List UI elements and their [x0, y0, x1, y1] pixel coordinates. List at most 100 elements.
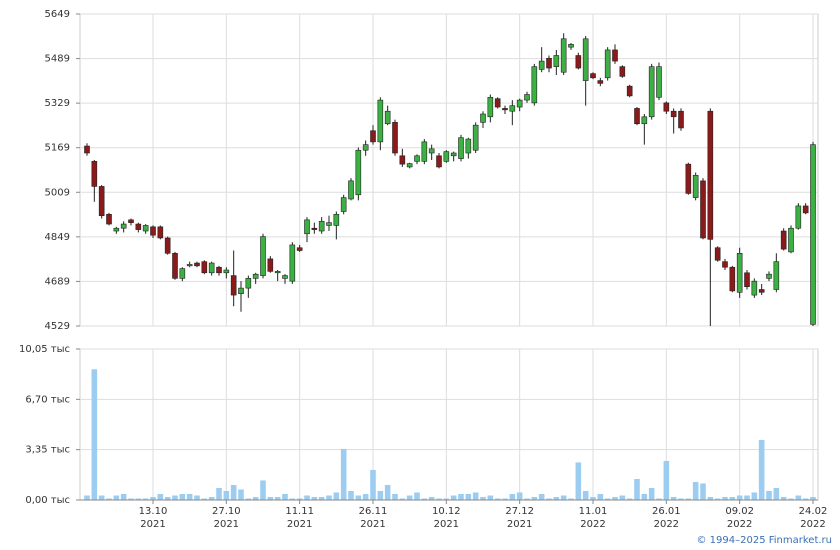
candle-body: [98, 186, 105, 216]
candle-body: [663, 102, 670, 112]
candle-body: [172, 252, 178, 279]
volume-bar: [641, 493, 648, 500]
volume-bar: [487, 495, 494, 500]
candle-body: [289, 244, 296, 282]
candle-body: [260, 236, 266, 276]
candle-body: [494, 98, 501, 108]
y-tick-label: 4529: [45, 321, 70, 332]
x-tick-label: 10.12 2021: [432, 506, 461, 530]
volume-bar: [194, 495, 200, 500]
candle-body: [465, 138, 472, 154]
candle-body: [678, 110, 684, 129]
candle-body: [179, 268, 186, 279]
candle-body: [406, 163, 413, 168]
volume-bar: [113, 495, 120, 500]
y-tick-label: 0,00 тыс: [25, 495, 70, 506]
candle-body: [450, 152, 457, 157]
volume-bar: [516, 492, 523, 500]
volume-bar: [810, 496, 816, 500]
candle-body: [714, 247, 721, 261]
y-tick-label: 5009: [45, 187, 70, 198]
volume-bar: [700, 483, 706, 500]
volume-bar: [538, 493, 545, 500]
candle-body: [333, 213, 340, 226]
y-tick-label: 5649: [45, 9, 70, 20]
candle-body: [355, 149, 362, 196]
x-tick-label: 26.11 2021: [358, 506, 388, 530]
candle-body: [502, 108, 508, 111]
volume-bar: [560, 495, 567, 500]
volume-bar: [472, 492, 479, 500]
volume-bar: [766, 490, 772, 500]
volume-bar: [421, 498, 428, 500]
candle-body: [788, 227, 794, 253]
volume-bar: [179, 493, 186, 500]
y-tick-label: 4849: [45, 232, 70, 243]
volume-bar: [758, 439, 765, 500]
candle-body: [135, 223, 142, 230]
y-tick-label: 6,70 тыс: [25, 394, 70, 405]
candle-body: [113, 227, 120, 232]
candle-body: [634, 108, 640, 125]
candle-body: [744, 272, 750, 288]
volume-bar: [582, 490, 589, 500]
x-tick-label: 27.10 2021: [212, 506, 241, 530]
candle-body: [201, 261, 208, 274]
volume-bar: [751, 492, 758, 500]
candle-body: [604, 49, 611, 79]
volume-bar: [780, 496, 787, 500]
volume-bar: [678, 498, 684, 500]
volume-bar: [164, 496, 171, 500]
x-tick-label: 11.11 2021: [285, 506, 314, 530]
candle-body: [487, 96, 494, 118]
volume-bar: [282, 493, 288, 500]
volume-bar: [377, 490, 384, 500]
volume-bar: [340, 448, 347, 500]
y-tick-label: 5169: [45, 143, 70, 154]
volume-bar: [736, 495, 743, 500]
volume-bar: [450, 495, 457, 500]
volume-bar: [84, 495, 90, 500]
volume-bar: [524, 498, 530, 500]
candle-body: [773, 261, 780, 290]
volume-bar: [362, 493, 369, 500]
volume-bar: [348, 490, 354, 500]
candle-body: [274, 271, 281, 274]
candle-body: [795, 205, 802, 229]
plot-area: [79, 13, 819, 327]
candle-body: [524, 94, 530, 101]
candle-body: [362, 144, 369, 151]
candle-body: [443, 151, 450, 162]
volume-bar: [575, 462, 582, 500]
candle-body: [164, 237, 171, 254]
candle-body: [392, 122, 398, 154]
volume-bar: [150, 496, 156, 500]
candle-body: [326, 222, 332, 226]
volume-bar: [744, 495, 750, 500]
volume-bar: [568, 498, 574, 500]
candle-body: [399, 155, 406, 165]
candle-body: [685, 163, 692, 194]
candle-body: [538, 60, 545, 70]
volume-bar: [722, 496, 728, 500]
volume-bar: [590, 496, 596, 500]
credit[interactable]: © 1994–2025 Finmarket.ru: [696, 535, 832, 546]
candle-body: [91, 161, 98, 187]
candle-body: [230, 275, 237, 296]
volume-bar: [663, 460, 670, 500]
volume-bar: [274, 496, 281, 500]
y-tick-label: 10,05 тыс: [19, 344, 70, 355]
volume-bar: [392, 493, 398, 500]
candle-body: [318, 220, 325, 232]
candle-body: [707, 110, 714, 240]
candle-body: [216, 266, 222, 274]
volume-bar: [802, 498, 809, 500]
volume-bar: [714, 498, 721, 500]
volume-bar: [201, 498, 208, 500]
candle-body: [377, 99, 384, 143]
candle-body: [736, 252, 743, 293]
candle-body: [128, 219, 134, 223]
y-tick-label: 3,35 тыс: [25, 445, 70, 456]
x-tick-label: 11.01 2022: [578, 506, 608, 530]
